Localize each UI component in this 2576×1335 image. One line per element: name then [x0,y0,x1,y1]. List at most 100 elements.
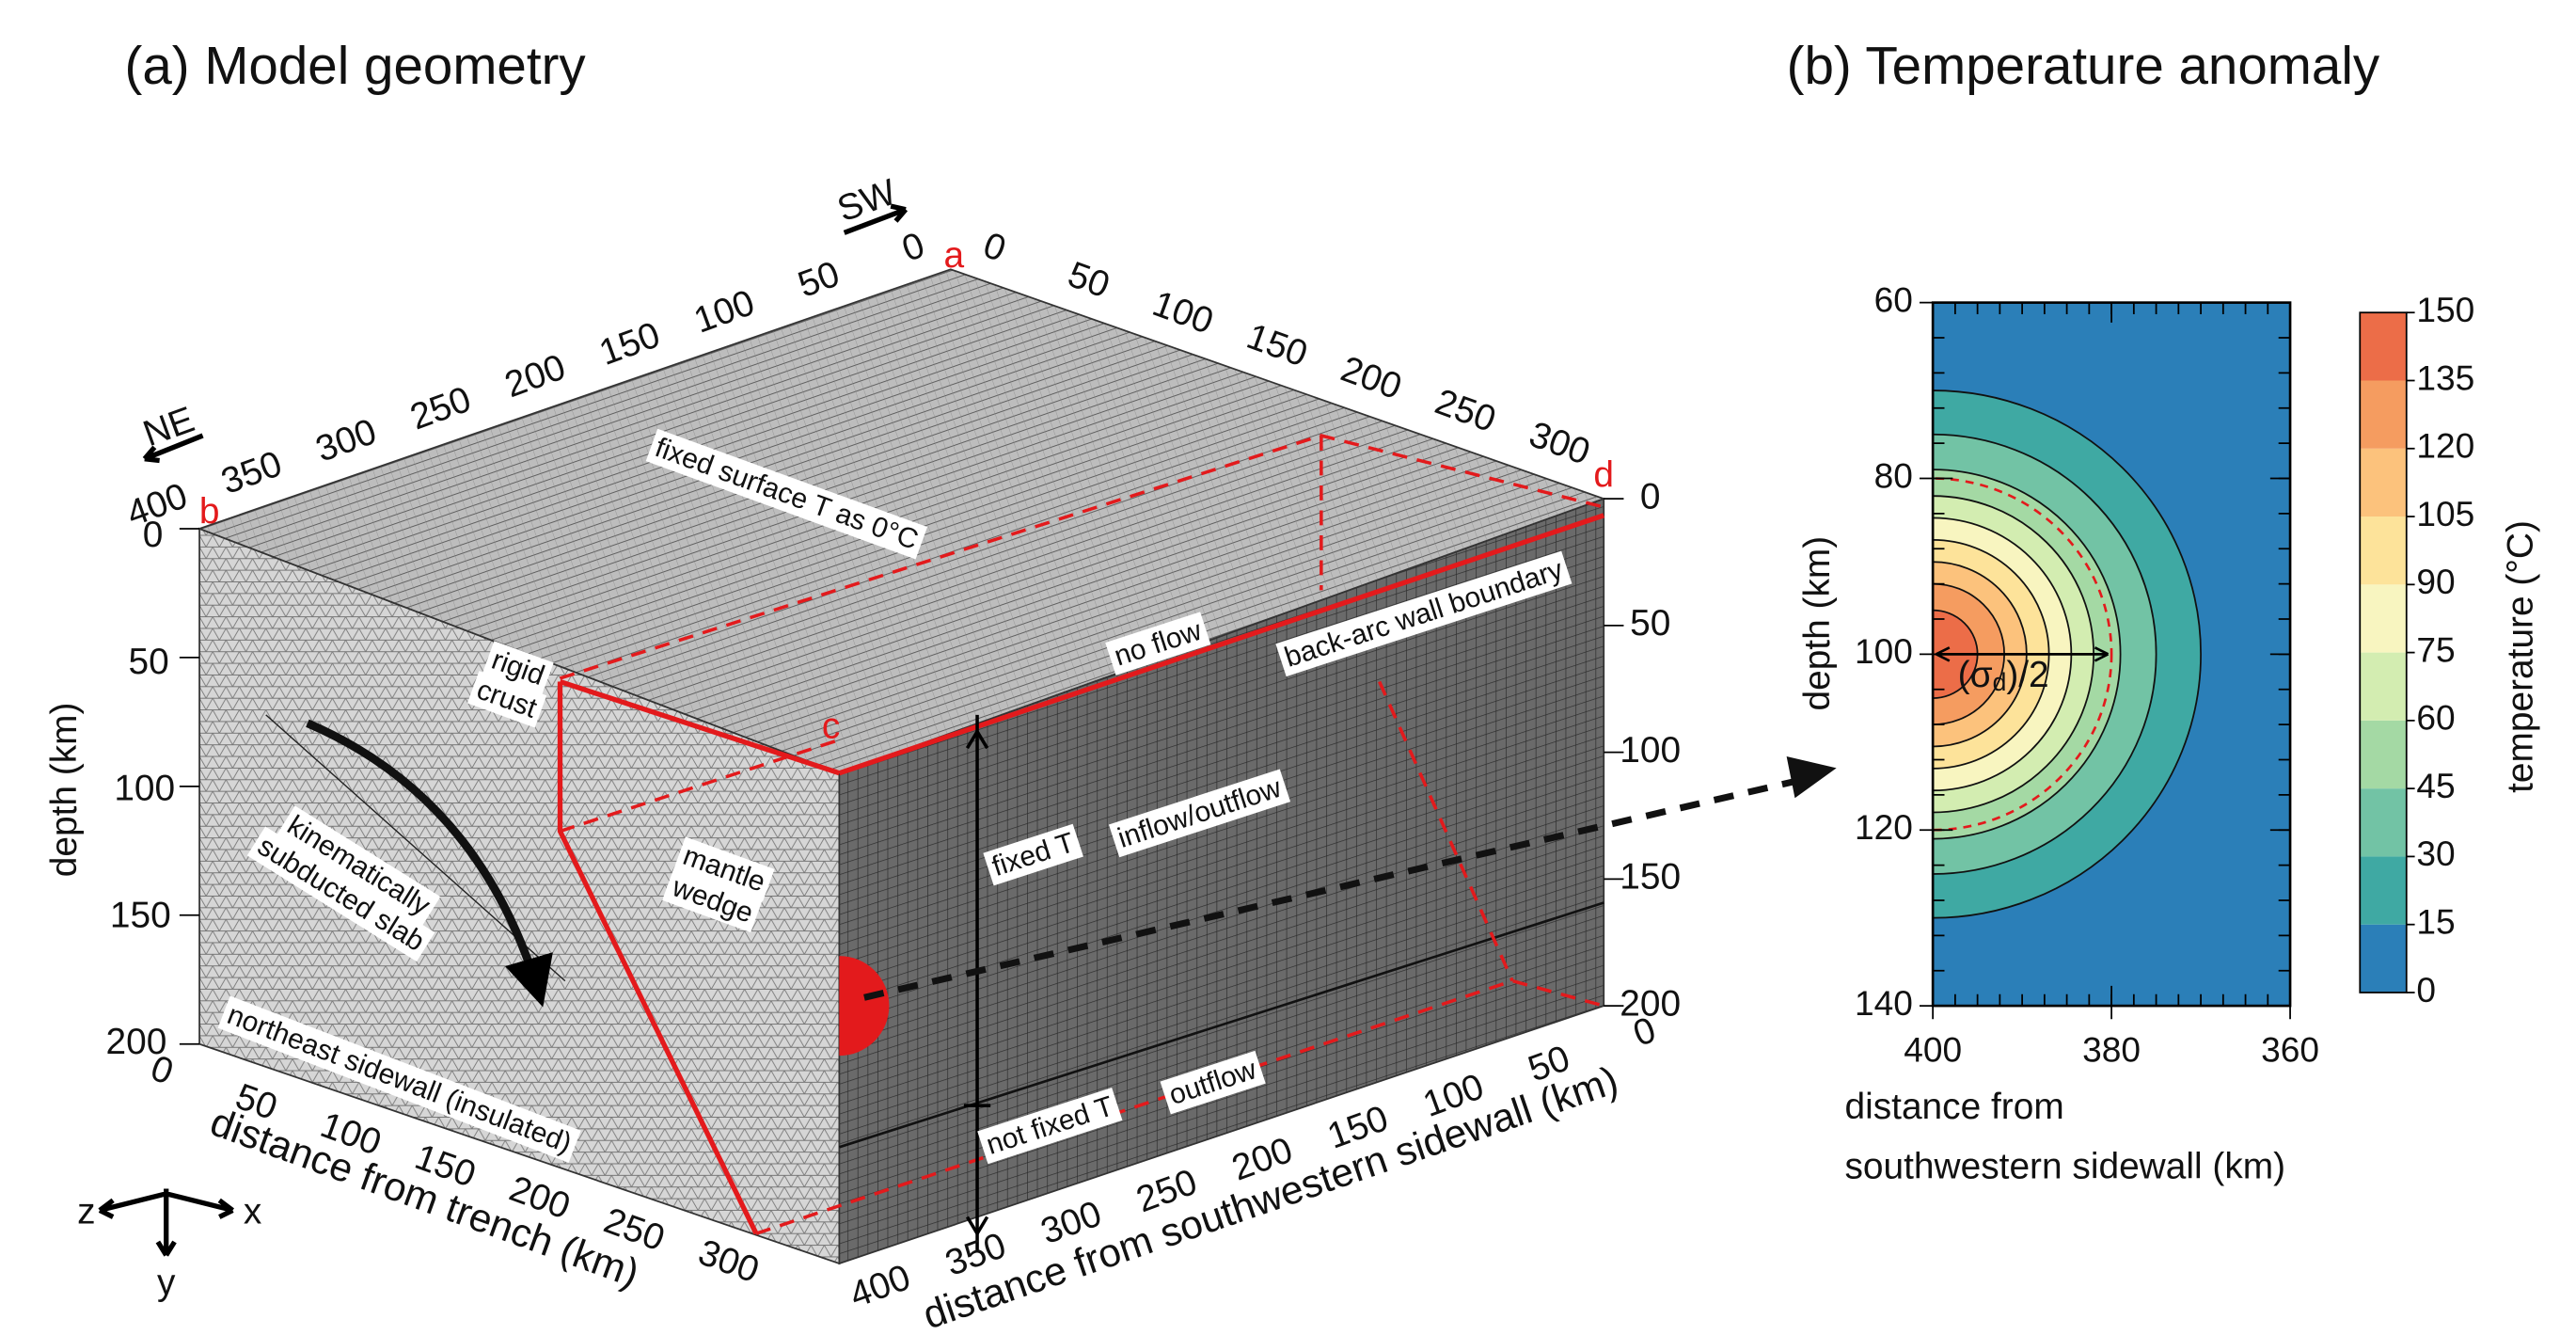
axis-title-group: distance from [1844,1087,2063,1127]
tick-label-group: 0 [897,225,930,270]
colorbar-bin [2360,312,2406,380]
panel-title: (a) Model geometry [125,36,587,95]
sigma-label-part: )/2 [2006,655,2048,695]
tick-label: 150 [1241,316,1313,375]
axis-icon-label: z [77,1191,95,1232]
tick-label: 350 [216,443,288,502]
colorbar-bin [2360,517,2406,584]
colorbar-bin [2360,653,2406,721]
panel-title-group: (b) Temperature anomaly [1787,36,2380,95]
colorbar-label: 105 [2416,494,2474,533]
tick-label: 250 [1430,381,1501,440]
tick-label-group: 250 [1430,381,1501,440]
tick-label: 100 [114,769,175,809]
colorbar-label-group: 45 [2416,766,2455,805]
direction-label: NE [138,399,199,454]
colorbar-label: 120 [2416,426,2474,466]
axis-title-group: depth (km) [1797,536,1838,711]
colorbar-label-group: 150 [2416,290,2474,329]
corner-label-group: a [944,235,965,276]
axis-title: depth (km) [44,703,85,878]
colorbar-bin [2360,721,2406,788]
y-tick-label-group: 100 [1855,631,1913,671]
tick-label-group: 150 [1241,316,1313,375]
colorbar-label: 135 [2416,358,2474,397]
tick-label-group: 50 [129,642,169,682]
corner-label: a [944,235,965,276]
direction-label-group: NE [138,399,199,454]
tick-label-group: 50 [1063,254,1114,306]
axis-icon-label: y [157,1263,176,1303]
colorbar-title-group: temperature (°C) [2501,520,2541,793]
axis-title: southwestern sidewall (km) [1844,1147,2285,1187]
tick-label-group: 100 [114,769,175,809]
axes-icon [100,1188,232,1255]
y-tick-label-group: 80 [1874,455,1913,495]
tick-label-group: 300 [693,1232,765,1292]
tick-label: 300 [693,1232,765,1292]
colorbar-bin [2360,380,2406,448]
corner-label-group: b [199,491,220,532]
colorbar-label-group: 105 [2416,494,2474,533]
tick-label-group: 250 [405,379,477,438]
tick-label: 200 [1335,349,1407,408]
y-tick-label-group: 120 [1855,807,1913,847]
colorbar-label-group: 0 [2416,970,2436,1009]
tick-label: 300 [1524,414,1595,473]
tick-label-group: 0 [1640,476,1661,517]
axis-icon-label: x [244,1191,262,1232]
x-tick-label: 400 [1904,1029,1962,1069]
tick-label: 100 [1147,283,1219,342]
x-tick-label: 380 [2082,1029,2141,1069]
colorbar-label-group: 135 [2416,358,2474,397]
tick-label: 150 [1620,857,1681,898]
colorbar-label-group: 60 [2416,698,2455,738]
tick-label: 50 [1063,254,1114,306]
colorbar-bin [2360,788,2406,856]
tick-label: 50 [1630,603,1670,644]
colorbar-label-group: 90 [2416,562,2455,601]
tick-label: 150 [594,314,666,373]
colorbar-bin [2360,856,2406,924]
panel-title-group: (a) Model geometry [125,36,587,95]
tick-label: 0 [1640,476,1661,517]
colorbar-label: 45 [2416,766,2455,805]
x-tick-label-group: 380 [2082,1029,2141,1069]
figure: (σd)/2 (a) Model geometrySWNEabcd0501001… [0,0,2576,1335]
tick-label-group: 150 [594,314,666,373]
colorbar-label: 90 [2416,562,2455,601]
tick-label: 200 [499,347,571,406]
tick-label-group: 300 [1524,414,1595,473]
colorbar-label-group: 30 [2416,834,2455,873]
tick-label: 400 [845,1257,916,1316]
colorbar-label-group: 120 [2416,426,2474,466]
corner-label: b [199,491,220,532]
sigma-label-part: (σ [1958,655,1993,695]
tick-label: 100 [1620,730,1681,771]
tick-label: 50 [129,642,169,682]
axis-icon-label-group: x [244,1191,262,1232]
tick-label: 150 [110,895,171,935]
y-tick-label: 140 [1855,983,1913,1023]
panel-b: (σd)/2 [1665,303,2414,1020]
y-tick-label: 60 [1874,279,1913,319]
axis-icon-label-group: z [77,1191,95,1232]
tick-label: 400 [121,476,193,535]
tick-label-group: 50 [793,254,845,306]
corner-label-group: d [1593,454,1614,495]
x-tick-label: 360 [2261,1029,2319,1069]
colorbar-label: 75 [2416,629,2455,669]
tick-label: 50 [793,254,845,306]
corner-label: d [1593,454,1614,495]
tick-label-group: 400 [121,476,193,535]
colorbar-bin [2360,449,2406,517]
tick-label: 300 [310,411,382,470]
y-tick-label-group: 60 [1874,279,1913,319]
colorbar-title: temperature (°C) [2501,520,2541,793]
panel-title: (b) Temperature anomaly [1787,36,2380,95]
tick-label: 250 [405,379,477,438]
colorbar-label-group: 15 [2416,901,2455,941]
tick-label-group: 400 [845,1257,916,1316]
y-tick-label: 120 [1855,807,1913,847]
y-tick-label-group: 140 [1855,983,1913,1023]
